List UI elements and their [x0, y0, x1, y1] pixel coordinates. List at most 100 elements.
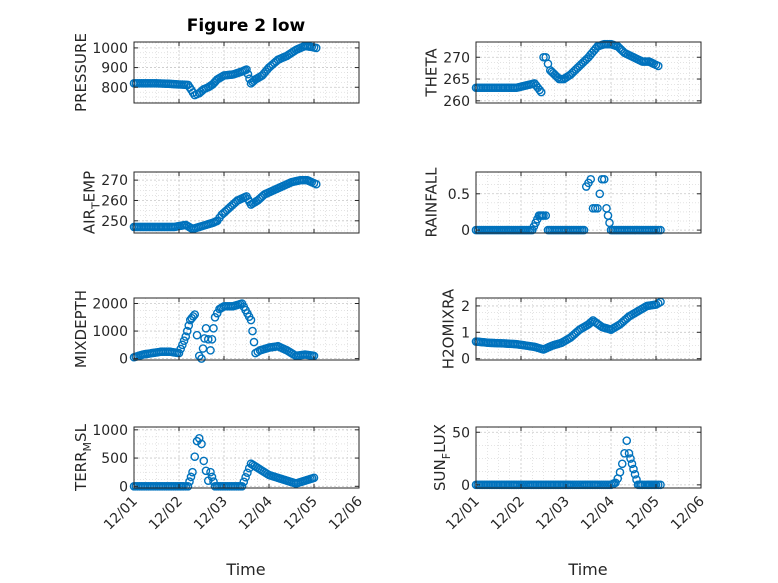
y-tick-label: 2000 — [92, 297, 128, 313]
data-point — [188, 467, 197, 477]
data-point — [190, 452, 200, 461]
y-axis-label: THETA — [423, 48, 441, 98]
y-tick-label: 0 — [119, 352, 128, 368]
data-point — [188, 312, 198, 321]
data-point — [248, 326, 257, 336]
subplot-terr_msl: 0 500 1000 12/01 12/02 12/03 12/04 12/05 12/06 TE… — [72, 423, 366, 534]
data-point — [198, 344, 208, 353]
x-tick-label: 12/04 — [578, 493, 618, 533]
data-point — [593, 204, 602, 213]
data-point — [624, 448, 634, 458]
data-point — [535, 85, 544, 95]
y-tick-label: 1000 — [92, 41, 128, 57]
y-tick-label: 265 — [443, 72, 470, 88]
data-point — [249, 337, 259, 347]
data-point — [243, 468, 252, 478]
axes-box — [133, 171, 360, 234]
data-point — [627, 459, 637, 469]
data-point — [178, 340, 187, 350]
x-axis-label-left: Time — [225, 560, 265, 579]
subplot-sun_flux: 0 50 12/01 12/02 12/03 12/04 12/05 12/06 SUNFLUX — [431, 424, 708, 533]
x-tick-label: 12/05 — [623, 494, 663, 534]
x-tick-label: 12/03 — [533, 494, 573, 534]
x-axis-label-right: Time — [567, 560, 607, 579]
data-point — [243, 69, 253, 79]
y-tick-label: 500 — [101, 451, 128, 467]
data-point — [210, 312, 220, 322]
y-tick-label: 250 — [101, 214, 128, 230]
x-tick-label: 12/05 — [281, 494, 321, 534]
data-point — [207, 335, 217, 344]
data-point — [203, 335, 213, 344]
data-point — [626, 454, 635, 463]
y-axis-label: PRESSURE — [72, 33, 90, 112]
y-axis-label: SUNFLUX — [431, 424, 453, 491]
data-point — [599, 174, 609, 184]
x-tick-label: 12/04 — [236, 493, 276, 533]
data-point — [536, 87, 546, 97]
y-tick-label: 0 — [461, 478, 470, 494]
y-tick-label: 50 — [452, 425, 470, 441]
data-point — [246, 315, 256, 325]
y-tick-label: 270 — [443, 50, 470, 66]
data-point — [176, 344, 185, 354]
data-point — [579, 225, 589, 235]
data-point — [241, 472, 250, 482]
data-point — [617, 459, 627, 469]
data-point — [622, 436, 632, 445]
data-point — [182, 326, 192, 336]
axes-box — [475, 426, 702, 489]
y-axis-label: H2OMIXRA — [440, 288, 458, 369]
axes-box — [475, 297, 702, 361]
data-point — [179, 336, 189, 346]
data-point — [611, 478, 620, 488]
y-tick-label: 260 — [443, 94, 470, 110]
x-tick-label: 12/02 — [488, 494, 528, 534]
x-tick-label: 12/03 — [191, 494, 231, 534]
axes-box — [133, 297, 360, 361]
axes-box — [133, 426, 360, 489]
x-tick-label: 12/01 — [101, 494, 141, 534]
subplot-rainfall: 0 0.5 RAINFALL — [423, 167, 702, 239]
data-point — [192, 330, 202, 340]
y-axis-label: RAINFALL — [423, 167, 441, 238]
data-point — [653, 61, 663, 71]
y-tick-label: 900 — [101, 61, 128, 77]
data-point — [206, 467, 215, 477]
y-axis-label: TERRMSL — [72, 423, 94, 492]
data-point — [629, 464, 638, 474]
y-tick-label: 0 — [461, 352, 470, 368]
axes-box — [133, 41, 360, 104]
data-point — [206, 346, 215, 355]
y-tick-label: 1000 — [92, 423, 128, 439]
y-tick-label: 2 — [461, 299, 470, 315]
data-point — [209, 324, 218, 333]
data-point — [201, 466, 211, 476]
x-tick-label: 12/06 — [668, 493, 708, 533]
y-tick-label: 1000 — [92, 324, 128, 340]
figure-title: Figure 2 low — [187, 16, 306, 36]
data-point — [186, 472, 196, 482]
data-point — [207, 472, 217, 482]
data-point — [181, 332, 191, 341]
y-axis-label: AIRTEMP — [81, 171, 103, 234]
data-point — [595, 189, 605, 199]
y-tick-label: 1 — [461, 325, 470, 341]
y-tick-label: 800 — [101, 80, 128, 96]
data-point — [242, 65, 251, 74]
data-point — [183, 482, 193, 491]
y-tick-label: 270 — [101, 173, 128, 189]
data-point — [541, 211, 551, 220]
data-point — [199, 456, 209, 466]
data-point — [656, 225, 665, 235]
data-point — [184, 321, 194, 330]
data-point — [620, 448, 629, 458]
data-point — [311, 43, 321, 53]
x-tick-label: 12/06 — [326, 493, 366, 533]
y-axis-label: MIXDEPTH — [72, 290, 90, 368]
